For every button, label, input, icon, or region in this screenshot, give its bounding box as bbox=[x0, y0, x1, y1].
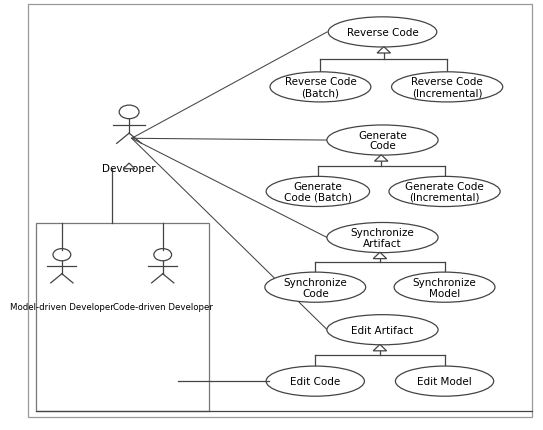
Text: Synchronize: Synchronize bbox=[283, 277, 347, 287]
Ellipse shape bbox=[270, 73, 371, 103]
Ellipse shape bbox=[392, 73, 503, 103]
Text: Model-driven Developer: Model-driven Developer bbox=[10, 302, 113, 311]
Ellipse shape bbox=[266, 177, 370, 207]
Text: (Incremental): (Incremental) bbox=[412, 88, 482, 98]
Ellipse shape bbox=[327, 223, 438, 253]
Ellipse shape bbox=[327, 126, 438, 156]
Text: Developer: Developer bbox=[102, 163, 156, 173]
Polygon shape bbox=[373, 253, 387, 259]
Text: Code: Code bbox=[302, 288, 329, 298]
Text: Generate: Generate bbox=[293, 181, 342, 192]
Ellipse shape bbox=[327, 315, 438, 345]
Text: Generate Code: Generate Code bbox=[405, 181, 484, 192]
Ellipse shape bbox=[328, 18, 437, 48]
Polygon shape bbox=[123, 164, 135, 169]
Ellipse shape bbox=[389, 177, 500, 207]
Text: Artifact: Artifact bbox=[363, 238, 402, 249]
Text: Edit Model: Edit Model bbox=[417, 376, 472, 386]
Text: Code: Code bbox=[369, 141, 396, 151]
Ellipse shape bbox=[266, 366, 364, 396]
Text: Synchronize: Synchronize bbox=[351, 227, 414, 237]
Text: Model: Model bbox=[429, 288, 460, 298]
Text: (Batch): (Batch) bbox=[301, 88, 339, 98]
Text: Generate: Generate bbox=[358, 130, 407, 140]
Text: Edit Code: Edit Code bbox=[290, 376, 340, 386]
Text: Code-driven Developer: Code-driven Developer bbox=[113, 302, 213, 311]
Text: Reverse Code: Reverse Code bbox=[411, 77, 483, 87]
Polygon shape bbox=[373, 344, 387, 351]
Text: Reverse Code: Reverse Code bbox=[346, 28, 418, 38]
Text: Code (Batch): Code (Batch) bbox=[284, 193, 352, 203]
Ellipse shape bbox=[265, 273, 365, 303]
Ellipse shape bbox=[394, 273, 495, 303]
Text: (Incremental): (Incremental) bbox=[409, 193, 480, 203]
Polygon shape bbox=[377, 48, 390, 54]
Text: Synchronize: Synchronize bbox=[413, 277, 476, 287]
Text: Reverse Code: Reverse Code bbox=[285, 77, 356, 87]
Polygon shape bbox=[375, 155, 388, 162]
Ellipse shape bbox=[395, 366, 494, 396]
Text: Edit Artifact: Edit Artifact bbox=[351, 325, 414, 335]
Bar bbox=[36, 224, 209, 412]
